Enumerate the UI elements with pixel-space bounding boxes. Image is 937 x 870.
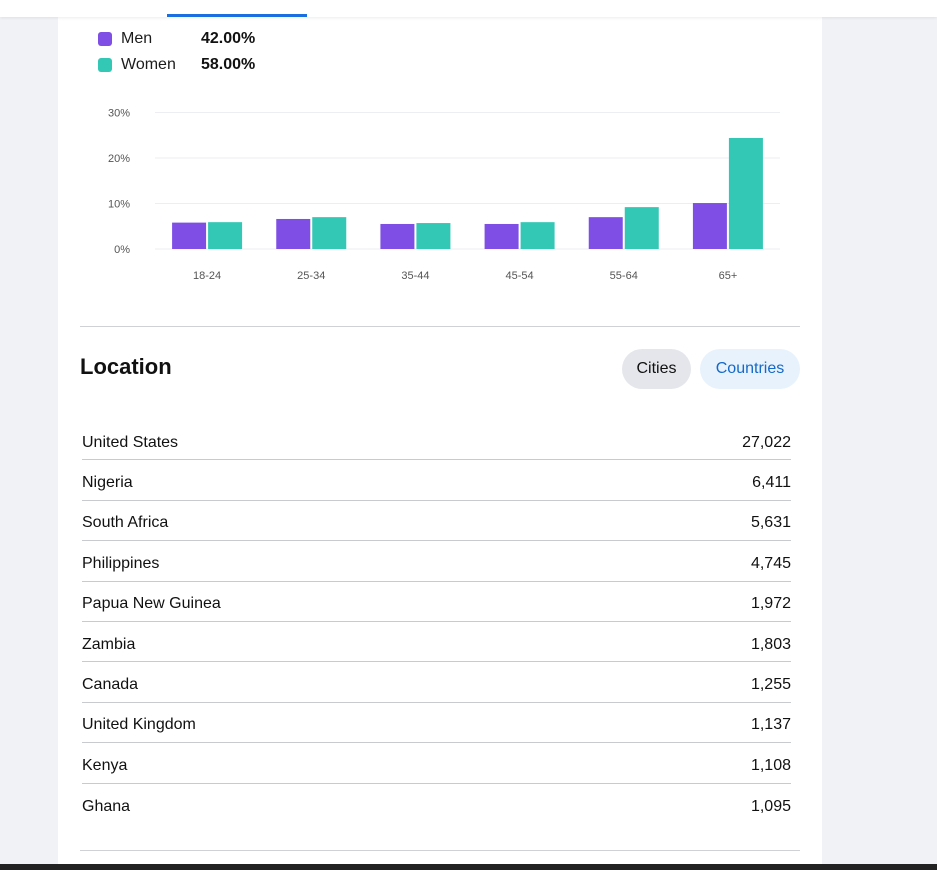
y-tick-label: 20% — [108, 153, 130, 165]
country-count: 1,972 — [750, 595, 791, 613]
y-tick-label: 10% — [108, 199, 130, 211]
bar-men — [380, 223, 415, 249]
bar-women — [208, 222, 243, 249]
gender-legend: Men 42.00% Women 58.00% — [98, 26, 255, 78]
location-list: United States 27,022 Nigeria 6,411 South Afr… — [82, 420, 791, 824]
legend-men: Men 42.00% — [98, 26, 255, 52]
legend-value: 42.00% — [201, 30, 256, 47]
cities-tab[interactable]: Cities — [622, 349, 691, 389]
country-count: 1,095 — [750, 797, 791, 815]
country-name: United States — [82, 433, 179, 451]
legend-label: Men — [121, 30, 153, 47]
country-count: 1,137 — [750, 716, 791, 734]
country-name: Nigeria — [82, 474, 133, 492]
legend-value: 58.00% — [201, 56, 256, 73]
country-name: Ghana — [82, 797, 131, 815]
section-divider — [80, 326, 800, 327]
country-name: United Kingdom — [82, 716, 196, 734]
country-name: South Africa — [82, 514, 169, 532]
y-tick-label: 30% — [108, 108, 130, 120]
country-count: 5,631 — [750, 514, 791, 532]
bar-men — [276, 218, 311, 249]
x-tick-label: 65+ — [719, 270, 738, 282]
country-count: 1,255 — [750, 676, 791, 694]
bar-women — [520, 222, 555, 249]
location-row: South Africa 5,631 — [82, 501, 791, 542]
country-name: Zambia — [82, 635, 136, 653]
country-count: 1,803 — [750, 635, 791, 653]
legend-label: Women — [121, 56, 176, 73]
taskbar — [0, 864, 937, 870]
men-swatch — [98, 32, 112, 46]
country-name: Canada — [82, 676, 139, 694]
age-gender-bar-chart: 0% 10% 20% 30% 18-24 25-34 35-44 45-54 55-64 65+ — [108, 108, 780, 282]
audience-card — [58, 0, 822, 870]
bar-men — [588, 217, 623, 249]
bar-women — [312, 217, 347, 249]
x-tick-label: 55-64 — [610, 270, 638, 282]
country-count: 27,022 — [742, 433, 791, 451]
section-divider — [80, 850, 800, 851]
legend-women: Women 58.00% — [98, 52, 255, 78]
x-tick-label: 45-54 — [506, 270, 534, 282]
country-count: 1,108 — [750, 756, 791, 774]
location-title: Location — [80, 354, 172, 379]
country-name: Philippines — [82, 554, 160, 572]
bar-women — [416, 223, 451, 249]
top-tab-bar — [0, 0, 937, 17]
x-tick-label: 35-44 — [401, 270, 429, 282]
countries-tab[interactable]: Countries — [700, 349, 800, 389]
location-row: Canada 1,255 — [82, 662, 791, 703]
x-tick-label: 18-24 — [193, 270, 221, 282]
y-tick-label: 0% — [114, 244, 130, 256]
location-row: Papua New Guinea 1,972 — [82, 582, 791, 622]
country-name: Papua New Guinea — [82, 595, 221, 613]
location-row: Zambia 1,803 — [82, 622, 791, 663]
location-row: Philippines 4,745 — [82, 541, 791, 582]
bar-women — [728, 137, 763, 249]
x-tick-label: 25-34 — [297, 270, 325, 282]
country-count: 6,411 — [752, 474, 791, 492]
location-row: United Kingdom 1,137 — [82, 703, 791, 744]
country-name: Kenya — [82, 756, 128, 774]
country-count: 4,745 — [750, 554, 791, 572]
active-tab-indicator — [167, 14, 307, 17]
bar-women — [624, 207, 659, 249]
women-swatch — [98, 58, 112, 72]
location-row: Ghana 1,095 — [82, 784, 791, 824]
location-row: Nigeria 6,411 — [82, 460, 791, 501]
bar-men — [692, 203, 727, 249]
location-row: Kenya 1,108 — [82, 743, 791, 784]
bar-men — [484, 223, 519, 249]
location-row: United States 27,022 — [82, 420, 791, 461]
bar-men — [172, 222, 207, 249]
